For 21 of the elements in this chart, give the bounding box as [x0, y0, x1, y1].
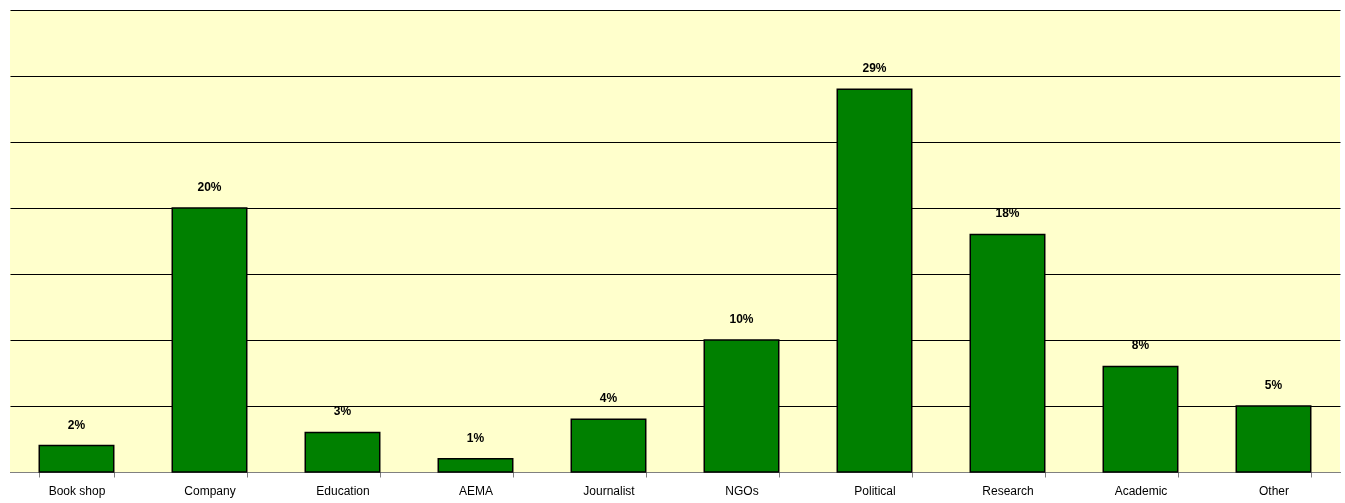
x-tick-label: Academic: [1114, 483, 1168, 498]
data-label: 2%: [67, 417, 86, 432]
data-label: 1%: [466, 430, 485, 445]
data-label: 10%: [729, 312, 754, 326]
x-tick-label: Education: [316, 483, 370, 498]
data-label: 5%: [1264, 378, 1283, 392]
x-tick-label: NGOs: [725, 483, 759, 498]
x-tick-label: Company: [184, 483, 236, 498]
bar: [38, 444, 115, 473]
x-tick-label: Other: [1258, 483, 1290, 498]
bar: [437, 458, 514, 473]
x-tick-label: Journalist: [583, 483, 636, 498]
bar: [570, 418, 647, 473]
x-tick-label: Political: [854, 483, 896, 498]
x-tick-label: AEMA: [458, 483, 494, 498]
data-label: 4%: [599, 391, 618, 406]
x-tick-label: Book shop: [48, 483, 106, 498]
data-label: 29%: [862, 61, 887, 76]
x-tick-label: Research: [982, 483, 1034, 498]
bar: [304, 431, 381, 473]
data-label: 20%: [197, 180, 222, 194]
